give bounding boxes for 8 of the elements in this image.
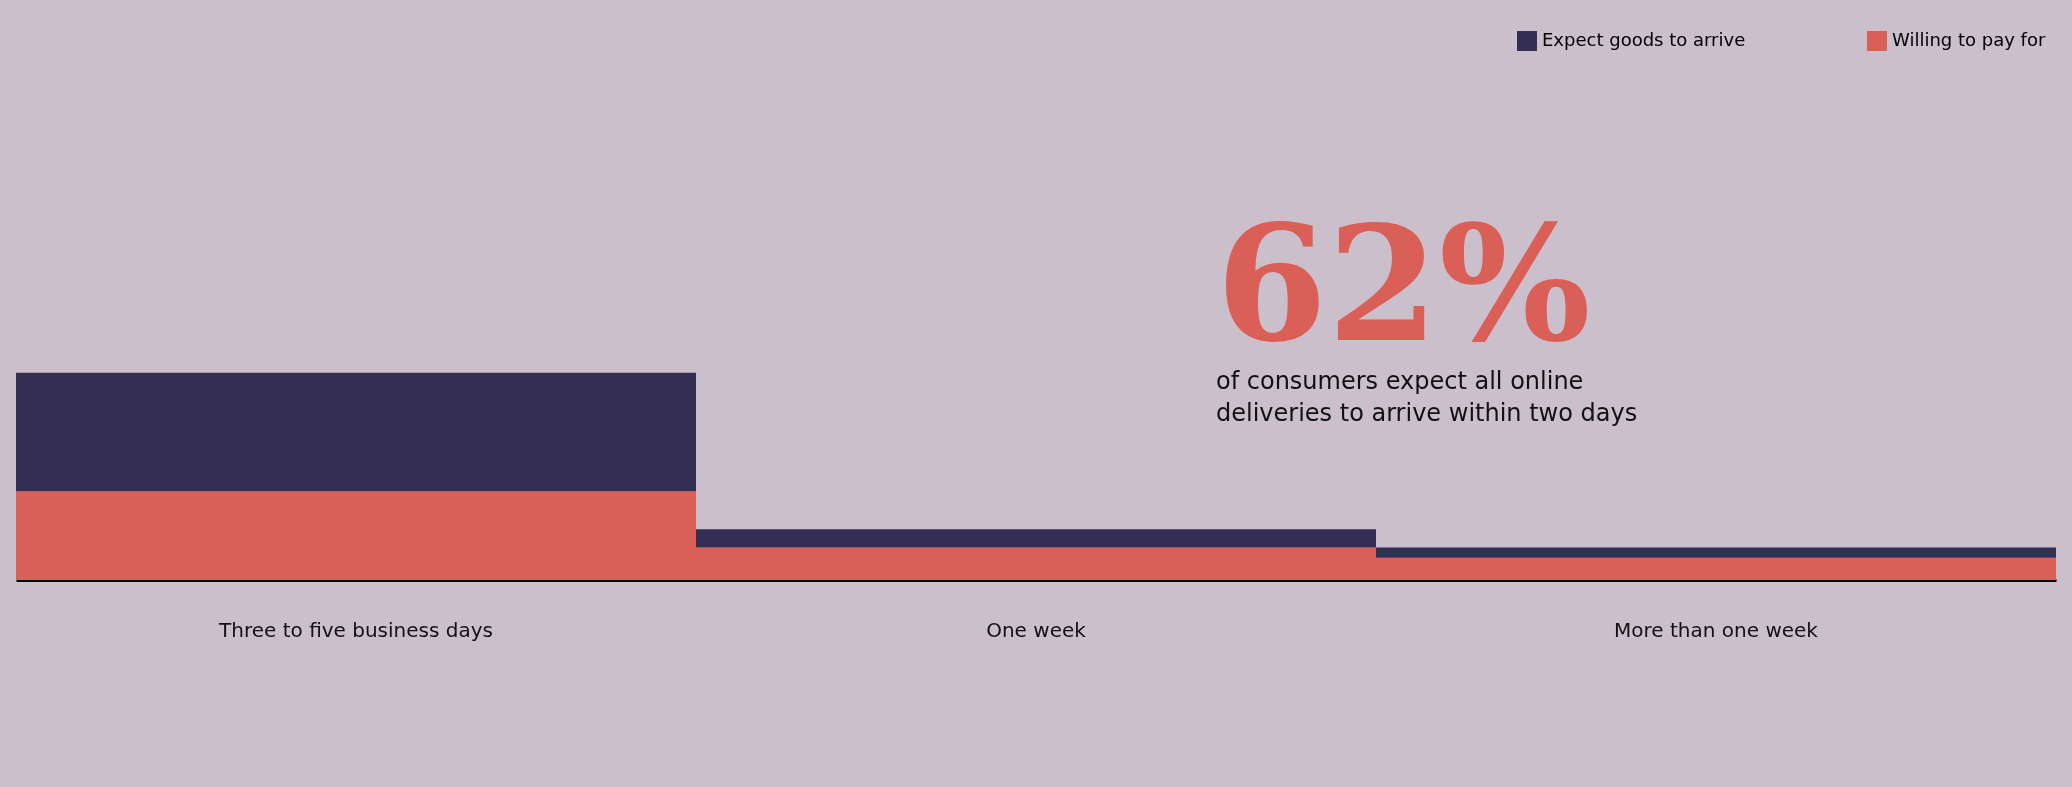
legend-label: Willing to pay for [1892, 29, 2046, 50]
x-tick-label: Three to five business days [218, 617, 493, 642]
bar [696, 529, 1376, 548]
x-tick-label: More than one week [1614, 617, 1819, 642]
legend-label: Expect goods to arrive [1542, 29, 1746, 50]
x-tick-label: One week [986, 617, 1087, 642]
bar [1376, 547, 2056, 558]
bar [16, 372, 696, 492]
